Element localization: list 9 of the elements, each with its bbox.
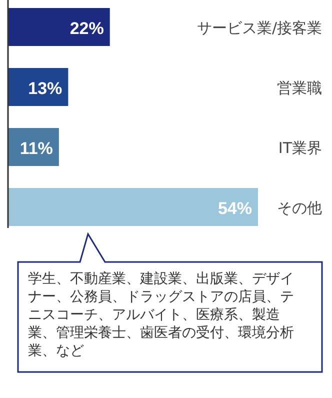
y-tick-label: その他 xyxy=(277,199,322,217)
y-tick-label: サービス業/接客業 xyxy=(196,19,322,37)
y-tick-label: IT業界 xyxy=(278,139,322,157)
data-label: 13% xyxy=(28,79,62,98)
data-label: 54% xyxy=(218,199,252,218)
data-label: 11% xyxy=(20,139,53,158)
text: 学生、不動産業、建設業、出版業、デザイナー、公務員、ドラッグストアの店員、テニスコーチ、アルバイト、医療系、製造業、管理栄養士、歯医者の受付、環境分析業、など xyxy=(28,270,295,360)
y-tick-label: 営業職 xyxy=(277,79,322,97)
data-label: 22% xyxy=(70,19,104,38)
